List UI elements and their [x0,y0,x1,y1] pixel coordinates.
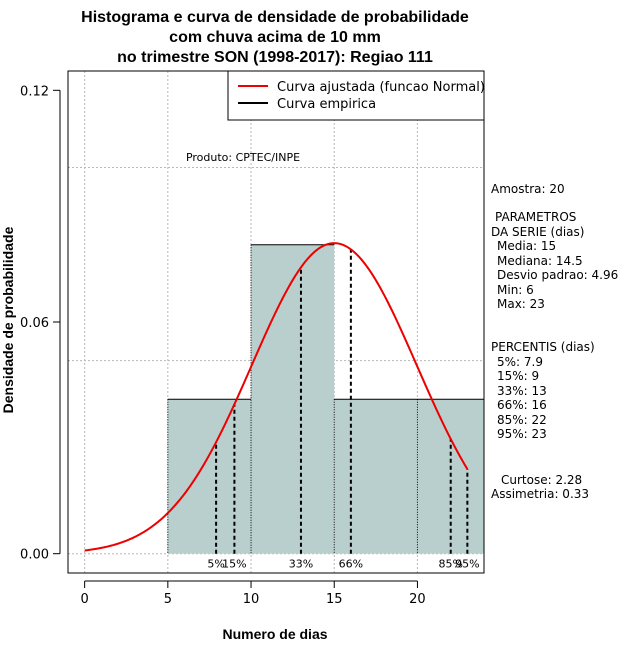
percentil-95: 95%: 23 [497,427,547,441]
percentil-15: 15%: 9 [497,369,539,383]
histogram-bar-2 [334,399,418,554]
percentile-lines: 5%15% 33% 66% 85%95% [207,249,480,571]
legend-box [227,70,485,121]
percentil-85: 85%: 22 [497,413,547,427]
percentil-33: 33%: 13 [497,384,547,398]
x-tick-label-0: 0 [80,592,88,607]
percentis-title: PERCENTIS (dias) [491,340,595,354]
product-label: Produto: CPTEC/INPE [186,151,300,164]
y-tick-label-1: 0.06 [20,316,49,331]
x-tick-label-4: 20 [409,592,426,607]
sample-size: Amostra: 20 [491,182,565,196]
param-median: Mediana: 14.5 [497,254,583,268]
percentile-label-4: 85% [438,558,462,571]
param-mean: Media: 15 [497,239,556,253]
percentile-label-1: 15% [222,558,246,571]
percentile-label-2: 33% [289,558,313,571]
skewness: Assimetria: 0.33 [491,487,589,501]
percentile-label-0: 5% [207,558,224,571]
legend-label-fitted: Curva ajustada (funcao Normal) [277,80,485,95]
histogram-bar-1 [251,244,335,554]
percentil-66: 66%: 16 [497,398,547,412]
chart-title-line-3: no trimestre SON (1998-2017): Regiao 111 [117,49,433,66]
params-title-2: DA SERIE (dias) [491,225,584,239]
histogram-bars [167,244,484,554]
y-axis-label: Densidade de probabilidade [0,226,16,413]
chart-title-line-2: com chuva acima de 10 mm [169,29,381,46]
x-tick-label-1: 5 [164,592,172,607]
param-sd: Desvio padrao: 4.96 [497,268,618,282]
param-max: Max: 23 [497,297,545,311]
y-tick-label-2: 0.12 [20,84,49,99]
percentile-label-3: 66% [339,558,363,571]
legend: Curva ajustada (funcao Normal) Curva emp… [227,70,485,121]
normal-curve [84,242,469,552]
legend-label-empirical: Curva empirica [277,97,376,112]
chart-title-line-1: Histograma e curva de densidade de proba… [81,9,469,26]
param-min: Min: 6 [497,283,534,297]
params-title-1: PARAMETROS [495,210,576,224]
x-tick-label-3: 15 [326,592,343,607]
percentil-5: 5%: 7.9 [497,355,543,369]
percentile-label-5: 95% [455,558,479,571]
x-axis-label: Numero de dias [222,626,327,642]
x-tick-label-2: 10 [243,592,260,607]
axes-layer: 0 5 10 15 20 0.00 0.06 0.12 [20,70,485,607]
y-tick-label-0: 0.00 [20,548,49,563]
stats-panel: Amostra: 20 PARAMETROS DA SERIE (dias) M… [491,182,618,501]
histogram-bar-0 [167,399,252,554]
kurtosis: Curtose: 2.28 [501,473,582,487]
normal-curve-layer [84,242,469,552]
